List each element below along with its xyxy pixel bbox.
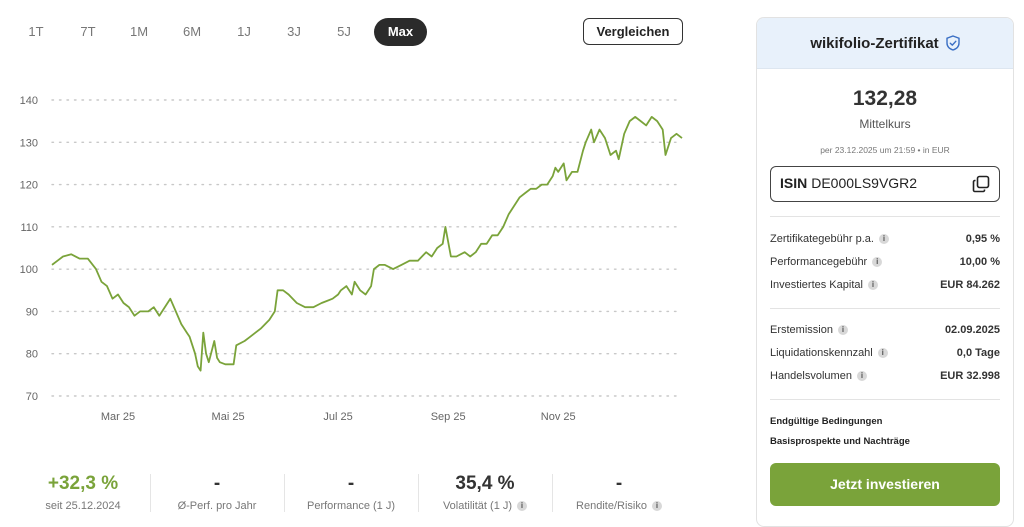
y-tick-label: 110: [20, 222, 38, 234]
prospectus-link[interactable]: Basisprospekte und Nachträge: [770, 436, 910, 447]
info-icon[interactable]: i: [867, 280, 878, 291]
price-label: Mittelkurs: [859, 117, 911, 131]
fee-row: Zertifikategebühr p.a. i 0,95 %: [770, 233, 1000, 247]
info-icon[interactable]: i: [878, 234, 889, 245]
detail-row: Handelsvolumen i EUR 32.998: [770, 370, 1000, 384]
stat-label-row: Rendite/Risiko i: [552, 500, 686, 512]
stat-avg-perf: - Ø-Perf. pro Jahr: [150, 472, 284, 512]
fee-label-row: Investiertes Kapital i: [770, 279, 878, 291]
detail-label-row: Handelsvolumen i: [770, 370, 867, 382]
detail-value: 0,0 Tage: [956, 347, 1000, 359]
price-line: [51, 116, 683, 372]
stat-label: Volatilität (1 J): [442, 500, 513, 512]
period-7t[interactable]: 7T: [80, 24, 96, 39]
invest-button[interactable]: Jetzt investieren: [770, 463, 1000, 506]
isin-field: ISIN DE000LS9VGR2: [770, 166, 1000, 202]
divider: [770, 216, 1000, 217]
x-tick-label: Sep 25: [431, 411, 466, 423]
stats-row: +32,3 % seit 25.12.2024 - Ø-Perf. pro Ja…: [16, 472, 686, 519]
info-icon[interactable]: i: [837, 325, 848, 336]
info-icon[interactable]: i: [651, 501, 662, 512]
stat-label: Ø-Perf. pro Jahr: [177, 500, 257, 512]
period-6m[interactable]: 6M: [182, 24, 202, 39]
isin-label: ISIN: [780, 175, 808, 191]
fee-label: Investiertes Kapital: [770, 279, 863, 291]
price-value: 132,28: [852, 87, 918, 110]
y-tick-label: 80: [26, 349, 38, 361]
stat-value: +32,3 %: [47, 473, 119, 494]
period-1t[interactable]: 1T: [28, 24, 44, 39]
certificate-card: wikifolio-Zertifikat 132,28 Mittelkurs p…: [756, 17, 1014, 527]
y-tick-label: 70: [26, 391, 38, 403]
fee-row: Investiertes Kapital i EUR 84.262: [770, 279, 1000, 293]
y-tick-label: 130: [20, 137, 38, 149]
divider: [284, 474, 285, 512]
period-3j[interactable]: 3J: [287, 24, 301, 39]
stat-performance-1j: - Performance (1 J): [284, 472, 418, 512]
x-tick-label: Mar 25: [101, 411, 135, 423]
y-tick-label: 90: [26, 306, 38, 318]
period-max[interactable]: Max: [374, 18, 427, 46]
fee-label: Zertifikategebühr p.a.: [770, 233, 874, 245]
detail-value: 02.09.2025: [944, 324, 1000, 336]
card-header: wikifolio-Zertifikat: [757, 18, 1013, 69]
period-1j[interactable]: 1J: [237, 24, 251, 39]
period-5j[interactable]: 5J: [337, 24, 351, 39]
divider: [552, 474, 553, 512]
price-chart: 140 130 120 110 100 90 80 70 Mar 25 Mai 25 Jul 25 S…: [20, 95, 683, 423]
divider: [770, 308, 1000, 309]
detail-label: Erstemission: [770, 324, 833, 336]
stat-label: Performance (1 J): [306, 500, 396, 512]
y-tick-label: 100: [20, 264, 38, 276]
divider: [770, 399, 1000, 400]
card-title: wikifolio-Zertifikat: [810, 34, 939, 52]
info-icon[interactable]: i: [872, 257, 883, 268]
shield-check-icon: [945, 35, 960, 51]
stat-return-risk: - Rendite/Risiko i: [552, 472, 686, 512]
final-terms-link[interactable]: Endgültige Bedingungen: [770, 416, 883, 427]
fee-label: Performancegebühr: [770, 256, 868, 268]
info-icon[interactable]: i: [856, 371, 867, 382]
detail-row: Liquidationskennzahl i 0,0 Tage: [770, 347, 1000, 361]
detail-row: Erstemission i 02.09.2025: [770, 324, 1000, 338]
stat-since-start: +32,3 % seit 25.12.2024: [16, 472, 150, 512]
price-timestamp: per 23.12.2025 um 21:59 • in EUR: [820, 145, 950, 155]
period-1m[interactable]: 1M: [129, 24, 149, 39]
stat-value: -: [347, 473, 355, 494]
x-tick-label: Nov 25: [541, 411, 576, 423]
stat-value: -: [615, 473, 623, 494]
fee-value: 0,95 %: [965, 233, 1000, 245]
detail-label: Handelsvolumen: [770, 370, 852, 382]
stat-value: -: [213, 473, 221, 494]
info-icon[interactable]: i: [517, 501, 528, 512]
stat-label: Rendite/Risiko: [576, 500, 647, 512]
y-tick-label: 120: [20, 180, 38, 192]
detail-label-row: Liquidationskennzahl i: [770, 347, 888, 359]
y-tick-label: 140: [20, 95, 38, 107]
fee-label-row: Performancegebühr i: [770, 256, 883, 268]
fee-value: EUR 84.262: [940, 279, 1000, 291]
stat-label-row: Volatilität (1 J) i: [418, 500, 552, 512]
detail-label: Liquidationskennzahl: [770, 347, 873, 359]
copy-icon[interactable]: [972, 175, 990, 193]
stat-volatility: 35,4 % Volatilität (1 J) i: [418, 472, 552, 512]
isin-value: DE000LS9VGR2: [811, 175, 918, 191]
divider: [150, 474, 151, 512]
divider: [418, 474, 419, 512]
fee-value: 10,00 %: [959, 256, 1000, 268]
x-tick-label: Mai 25: [212, 411, 245, 423]
detail-label-row: Erstemission i: [770, 324, 848, 336]
info-icon[interactable]: i: [877, 348, 888, 359]
fee-label-row: Zertifikategebühr p.a. i: [770, 233, 889, 245]
fee-row: Performancegebühr i 10,00 %: [770, 256, 1000, 270]
detail-value: EUR 32.998: [940, 370, 1000, 382]
x-tick-label: Jul 25: [323, 411, 352, 423]
compare-button[interactable]: Vergleichen: [583, 18, 683, 45]
stat-value: 35,4 %: [455, 473, 515, 494]
stat-label: seit 25.12.2024: [45, 500, 121, 512]
